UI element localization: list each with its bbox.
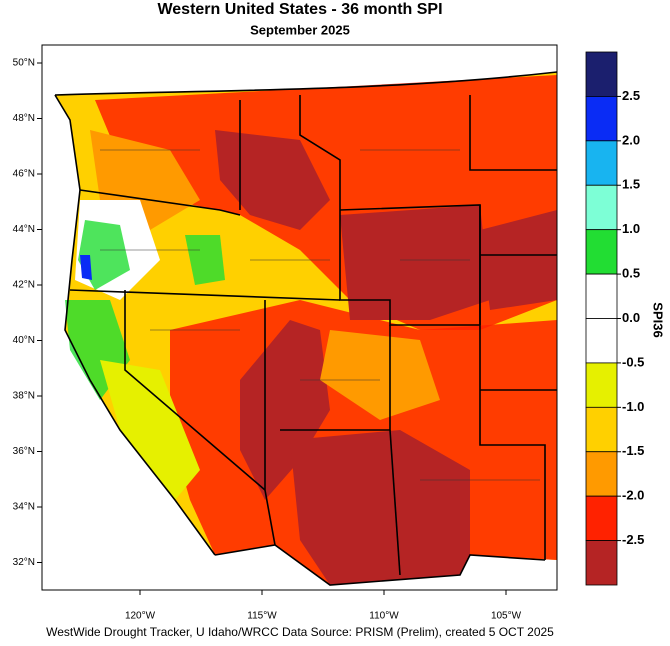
- lon-label: 115°W: [247, 611, 277, 622]
- colorbar-box: [585, 184, 618, 231]
- lon-label: 105°W: [491, 611, 522, 622]
- title: Western United States - 36 month SPI: [157, 1, 442, 18]
- colorbar-box: [585, 540, 618, 586]
- colorbar-label: 1.5: [622, 177, 640, 192]
- colorbar-box: [585, 96, 618, 142]
- colorbar-label: 0.0: [622, 310, 640, 325]
- colorbar-box: [585, 273, 618, 319]
- map: [41, 44, 558, 591]
- colorbar-box: [585, 229, 618, 275]
- colorbar-label: -0.5: [622, 354, 644, 369]
- colorbar-label: -2.5: [622, 532, 644, 547]
- colorbar-box: [585, 140, 618, 186]
- colorbar-box: [585, 406, 618, 453]
- lat-label: 40°N: [13, 335, 35, 346]
- colorbar-label: -2.0: [622, 488, 644, 503]
- map-frame: [41, 44, 558, 591]
- lon-label: 110°W: [369, 611, 399, 622]
- colorbar-label: 2.5: [622, 88, 640, 103]
- colorbar-box: [585, 51, 618, 97]
- subtitle: September 2025: [250, 22, 350, 37]
- colorbar-label: 1.0: [622, 221, 640, 236]
- lat-label: 44°N: [13, 224, 35, 235]
- colorbar-label: -1.0: [622, 399, 644, 414]
- colorbar-box: [585, 451, 618, 497]
- colorbar-label: 2.0: [622, 132, 640, 147]
- lat-label: 36°N: [13, 446, 35, 457]
- lat-label: 46°N: [13, 169, 35, 180]
- lat-label: 34°N: [13, 502, 35, 513]
- footer: WestWide Drought Tracker, U Idaho/WRCC D…: [46, 625, 554, 639]
- lat-label: 32°N: [13, 557, 35, 568]
- lat-label: 42°N: [13, 280, 35, 291]
- lon-label: 120°W: [125, 611, 156, 622]
- colorbar-label: 0.5: [622, 266, 640, 281]
- colorbar-box: [585, 362, 618, 408]
- colorbar-label: -1.5: [622, 443, 644, 458]
- colorbar-title: SPI36: [651, 302, 666, 337]
- colorbar-box: [585, 318, 618, 364]
- lat-label: 48°N: [13, 113, 35, 124]
- lat-label: 38°N: [13, 391, 35, 402]
- lat-label: 50°N: [13, 58, 35, 69]
- colorbar-box: [585, 495, 618, 541]
